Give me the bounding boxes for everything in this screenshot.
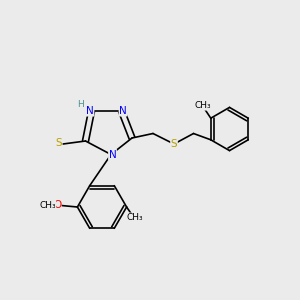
Text: H: H <box>77 100 83 109</box>
Text: CH₃: CH₃ <box>127 213 144 222</box>
Text: N: N <box>86 106 94 116</box>
Text: S: S <box>55 137 62 148</box>
Text: N: N <box>119 106 127 116</box>
Text: CH₃: CH₃ <box>194 101 211 110</box>
Text: N: N <box>109 149 116 160</box>
Text: CH₃: CH₃ <box>39 201 56 210</box>
Text: O: O <box>53 200 61 210</box>
Text: S: S <box>171 139 177 149</box>
